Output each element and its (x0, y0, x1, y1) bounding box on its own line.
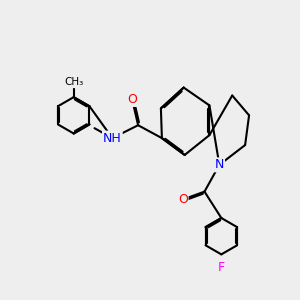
Text: F: F (218, 261, 225, 274)
Text: O: O (127, 93, 137, 106)
Text: NH: NH (103, 132, 122, 145)
Text: O: O (178, 193, 188, 206)
Text: N: N (215, 158, 224, 171)
Text: CH₃: CH₃ (64, 77, 83, 87)
